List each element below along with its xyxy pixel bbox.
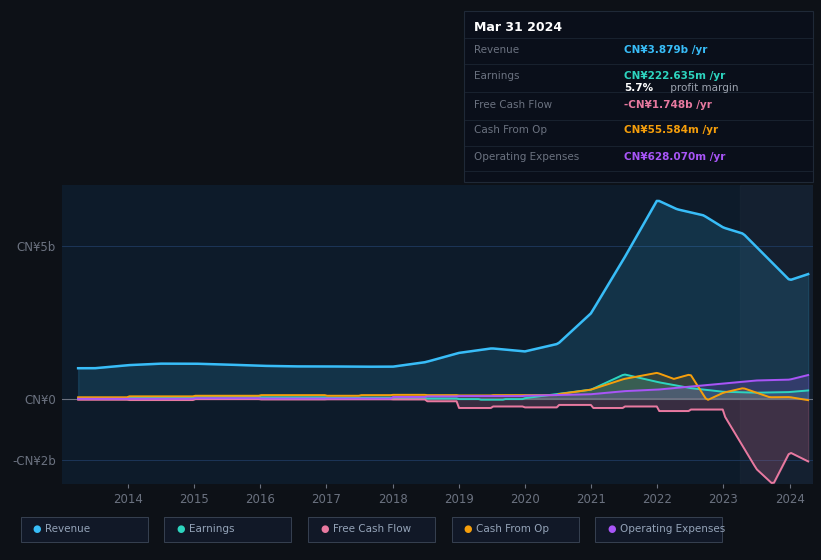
Text: CN¥3.879b /yr: CN¥3.879b /yr: [624, 45, 708, 55]
Text: CN¥55.584m /yr: CN¥55.584m /yr: [624, 125, 718, 136]
Text: ●: ●: [464, 524, 472, 534]
Text: Earnings: Earnings: [474, 71, 519, 81]
Text: ●: ●: [320, 524, 328, 534]
Text: Earnings: Earnings: [189, 524, 234, 534]
Bar: [740, 185, 813, 484]
Text: Cash From Op: Cash From Op: [474, 125, 547, 136]
Text: -CN¥1.748b /yr: -CN¥1.748b /yr: [624, 100, 712, 110]
Text: profit margin: profit margin: [667, 83, 738, 94]
Text: Revenue: Revenue: [45, 524, 90, 534]
Text: ●: ●: [33, 524, 41, 534]
Text: ●: ●: [608, 524, 616, 534]
Text: Revenue: Revenue: [474, 45, 519, 55]
Text: Mar 31 2024: Mar 31 2024: [474, 21, 562, 34]
Text: Cash From Op: Cash From Op: [476, 524, 549, 534]
Text: Free Cash Flow: Free Cash Flow: [333, 524, 410, 534]
Text: Operating Expenses: Operating Expenses: [620, 524, 725, 534]
Text: ●: ●: [177, 524, 185, 534]
Text: 5.7%: 5.7%: [624, 83, 653, 94]
Text: Free Cash Flow: Free Cash Flow: [474, 100, 552, 110]
Text: CN¥628.070m /yr: CN¥628.070m /yr: [624, 152, 725, 162]
Text: CN¥222.635m /yr: CN¥222.635m /yr: [624, 71, 725, 81]
Text: Operating Expenses: Operating Expenses: [474, 152, 579, 162]
